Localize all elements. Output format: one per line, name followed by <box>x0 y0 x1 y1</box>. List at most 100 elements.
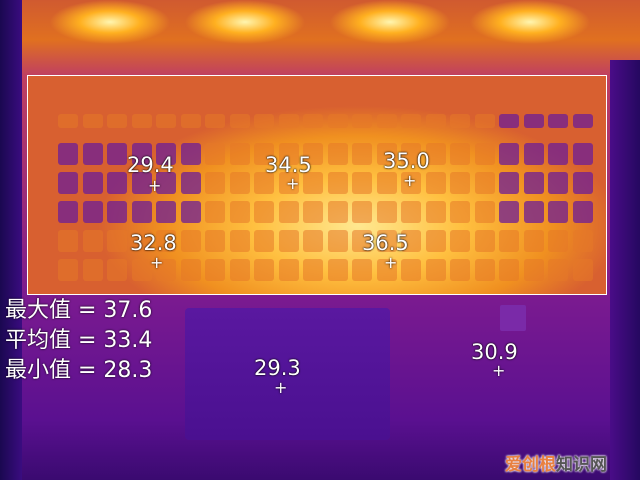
touchpad <box>185 308 390 440</box>
key-shape <box>376 143 397 165</box>
key-shape <box>474 201 495 223</box>
key-shape <box>327 230 348 252</box>
key-shape <box>180 201 201 223</box>
key-shape <box>548 143 568 165</box>
key-shape <box>499 259 519 281</box>
key-shape <box>82 259 103 281</box>
fingerprint-reader <box>500 305 526 331</box>
key-shape <box>254 143 274 165</box>
key-shape <box>572 259 593 281</box>
key-shape <box>205 201 225 223</box>
key-shape <box>376 114 397 128</box>
key-shape <box>450 201 470 223</box>
marker-crosshair: + <box>384 253 398 272</box>
key-shape <box>254 230 274 252</box>
keyboard-measure-area <box>27 75 607 295</box>
key-shape <box>156 230 176 252</box>
key-shape <box>229 259 250 281</box>
key-shape <box>327 201 348 223</box>
key-shape <box>376 172 397 194</box>
key-shape <box>523 230 544 252</box>
key-shape <box>278 201 299 223</box>
key-shape <box>572 143 593 165</box>
key-shape <box>548 172 568 194</box>
key-shape <box>474 172 495 194</box>
key-shape <box>548 201 568 223</box>
key-shape <box>278 259 299 281</box>
key-shape <box>474 114 495 128</box>
key-shape <box>548 259 568 281</box>
key-shape <box>523 172 544 194</box>
key-shape <box>58 230 78 252</box>
key-shape <box>303 172 323 194</box>
key-shape <box>523 201 544 223</box>
key-shape <box>474 230 495 252</box>
key-shape <box>401 201 421 223</box>
key-shape <box>131 201 152 223</box>
key-shape <box>401 230 421 252</box>
marker-crosshair: + <box>286 174 300 193</box>
key-shape <box>131 143 152 165</box>
key-shape <box>82 172 103 194</box>
key-shape <box>156 172 176 194</box>
key-shape <box>278 230 299 252</box>
temp-label: 36.5 <box>362 231 409 255</box>
key-shape <box>278 143 299 165</box>
marker-crosshair: + <box>148 176 162 195</box>
key-shape <box>254 259 274 281</box>
key-shape <box>376 201 397 223</box>
key-shape <box>425 230 446 252</box>
key-shape <box>450 172 470 194</box>
key-shape <box>327 114 348 128</box>
key-shape <box>131 230 152 252</box>
key-shape <box>352 259 372 281</box>
key-shape <box>474 259 495 281</box>
key-shape <box>82 230 103 252</box>
key-shape <box>156 201 176 223</box>
temp-label: 29.4 <box>127 153 174 177</box>
key-shape <box>499 143 519 165</box>
temp-label: 35.0 <box>383 149 430 173</box>
key-shape <box>205 143 225 165</box>
key-shape <box>376 259 397 281</box>
key-shape <box>401 259 421 281</box>
key-shape <box>229 114 250 128</box>
min-stat: 最小值 = 28.3 <box>5 358 153 383</box>
key-shape <box>450 143 470 165</box>
key-shape <box>303 143 323 165</box>
watermark-part1: 爱创根 <box>505 455 556 475</box>
key-shape <box>156 259 176 281</box>
key-shape <box>254 114 274 128</box>
key-shape <box>131 172 152 194</box>
key-shape <box>352 172 372 194</box>
key-shape <box>474 143 495 165</box>
key-shape <box>327 143 348 165</box>
key-shape <box>131 259 152 281</box>
key-shape <box>229 230 250 252</box>
watermark-part2: 知识网 <box>556 455 607 475</box>
key-shape <box>107 259 127 281</box>
key-shape <box>425 172 446 194</box>
key-shape <box>58 143 78 165</box>
key-shape <box>229 201 250 223</box>
key-shape <box>303 230 323 252</box>
key-shape <box>278 114 299 128</box>
key-shape <box>303 114 323 128</box>
key-shape <box>352 143 372 165</box>
key-shape <box>523 143 544 165</box>
key-shape <box>156 143 176 165</box>
key-shape <box>425 114 446 128</box>
key-shape <box>352 114 372 128</box>
key-shape <box>572 114 593 128</box>
key-shape <box>180 114 201 128</box>
key-shape <box>180 143 201 165</box>
marker-crosshair: + <box>492 361 506 380</box>
key-shape <box>450 114 470 128</box>
marker-crosshair: + <box>150 253 164 272</box>
key-shape <box>82 201 103 223</box>
key-shape <box>205 114 225 128</box>
key-shape <box>499 230 519 252</box>
key-shape <box>303 201 323 223</box>
key-shape <box>205 172 225 194</box>
watermark-logo: 爱创根知识网 <box>505 450 607 475</box>
